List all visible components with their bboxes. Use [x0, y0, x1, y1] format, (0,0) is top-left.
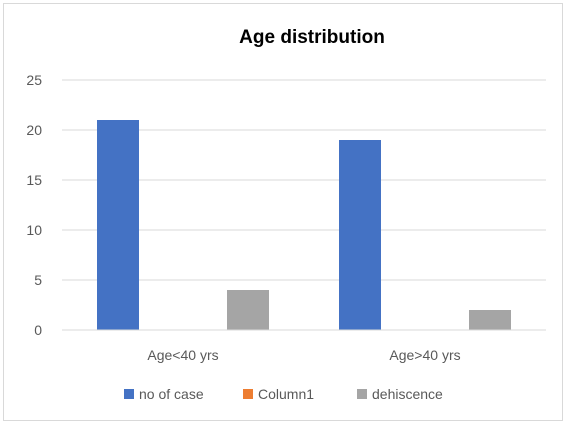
x-axis-ticks: Age<40 yrs Age>40 yrs	[147, 347, 460, 363]
bar-dehiscence-0	[227, 290, 269, 330]
legend-label: Column1	[258, 386, 314, 402]
y-tick-label: 0	[34, 322, 42, 338]
legend-label: no of case	[139, 386, 204, 402]
chart-frame	[3, 3, 563, 421]
legend-swatch	[124, 389, 134, 399]
y-tick-label: 5	[34, 272, 42, 288]
x-tick-label: Age>40 yrs	[389, 347, 460, 363]
gridlines	[62, 79, 546, 281]
bar-no-of-case-0	[97, 120, 139, 330]
bar-dehiscence-1	[469, 310, 511, 330]
bar-no-of-case-1	[339, 140, 381, 330]
chart-title: Age distribution	[239, 27, 385, 48]
y-tick-label: 20	[26, 122, 42, 138]
y-tick-label: 15	[26, 172, 42, 188]
x-tick-label: Age<40 yrs	[147, 347, 218, 363]
legend-swatch	[243, 389, 253, 399]
legend-label: dehiscence	[372, 386, 443, 402]
bars	[97, 120, 511, 330]
y-tick-label: 10	[26, 222, 42, 238]
legend-swatch	[357, 389, 367, 399]
y-tick-label: 25	[26, 72, 42, 88]
y-axis-ticks: 0 5 10 15 20 25	[26, 72, 42, 338]
legend: no of case Column1 dehiscence	[124, 386, 443, 402]
